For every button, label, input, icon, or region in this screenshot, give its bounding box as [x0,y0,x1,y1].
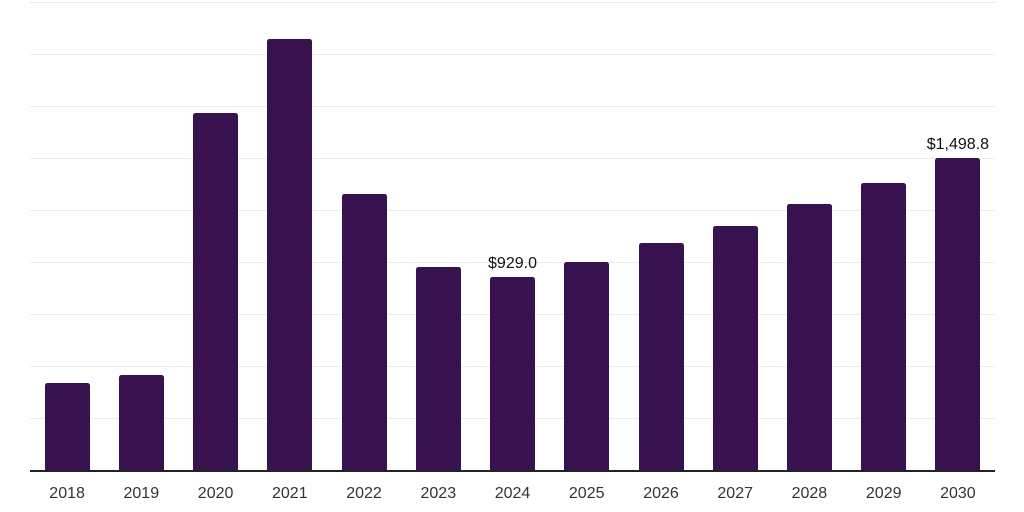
gridline [30,2,995,3]
bar-2030[interactable] [935,158,981,470]
bar-2023[interactable] [415,267,461,470]
x-axis-tick-label: 2021 [272,485,308,502]
x-axis-tick-label: 2024 [494,485,531,502]
bar-2027[interactable] [712,225,758,470]
bar-2022[interactable] [341,194,387,470]
x-axis-tick-label: 2018 [49,485,85,502]
x-axis-tick-label: 2030 [940,485,976,502]
x-axis-tick-label: 2027 [717,485,753,502]
x-axis-tick-label: 2029 [865,485,902,502]
bar-2025[interactable] [564,262,610,470]
bar-2018[interactable] [44,382,90,470]
plot-area: $929.0 $1,498.8 [30,0,995,512]
bar-2028[interactable] [786,203,832,470]
bar-value-label-2030: $1,498.8 [926,136,990,154]
bar-2024[interactable] [490,276,535,470]
x-axis-line [30,470,995,472]
bar-2019[interactable] [118,375,164,470]
gridline [30,262,995,263]
x-axis-tick-label: 2020 [197,485,234,502]
bar-2026[interactable] [638,243,684,470]
x-axis-tick-label: 2023 [420,485,457,502]
gridline [30,54,995,55]
bar-2029[interactable] [861,183,907,470]
x-axis-tick-label: 2028 [791,485,828,502]
x-axis-tick-label: 2022 [346,485,382,502]
bar-value-label-2024: $929.0 [488,254,537,272]
x-axis-tick-label: 2026 [643,485,679,502]
bar-2020[interactable] [193,113,239,470]
bar-2021[interactable] [267,39,313,470]
gridline [30,106,995,107]
gridline [30,210,995,211]
x-axis-tick-label: 2025 [568,485,605,502]
x-axis-tick-label: 2019 [123,485,160,502]
gridline [30,158,995,159]
